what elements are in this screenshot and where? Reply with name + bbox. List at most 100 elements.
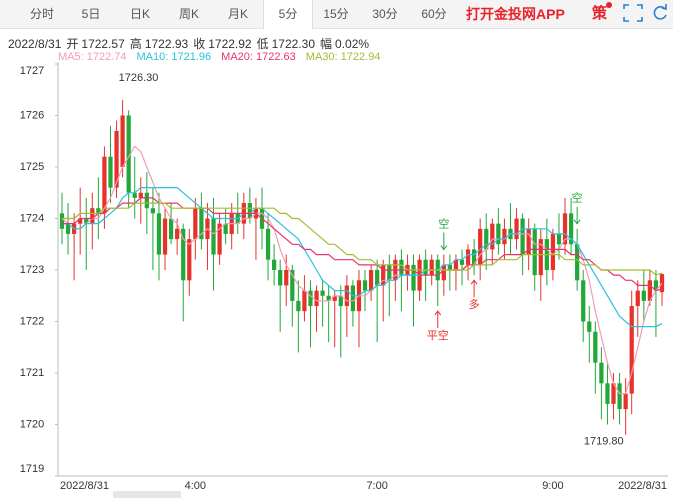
candle-body xyxy=(150,208,156,214)
candle-body xyxy=(278,270,283,286)
candle-body xyxy=(629,306,634,394)
x-tick-label: 2022/8/31 xyxy=(60,480,109,492)
candle-body xyxy=(193,208,198,240)
period-tab[interactable]: 15分 xyxy=(323,7,349,21)
candle-body xyxy=(108,156,113,188)
candle-body xyxy=(217,223,222,255)
legend-entry: MA301722.94 xyxy=(306,51,381,63)
candle-body xyxy=(453,259,459,270)
ma-line xyxy=(62,187,663,328)
candle-body xyxy=(126,115,131,193)
candle-body xyxy=(144,192,149,209)
candle-body xyxy=(175,228,180,240)
candle-body xyxy=(593,331,598,363)
strategy-button[interactable]: 策 xyxy=(592,5,608,22)
quote-field-name: 收 xyxy=(193,37,206,51)
y-tick-label: 1723 xyxy=(20,264,44,276)
candle-body xyxy=(532,228,537,276)
candle-body xyxy=(447,264,452,270)
candle-body xyxy=(96,208,101,214)
candle-body xyxy=(568,213,574,245)
legend-entry: MA101721.96 xyxy=(137,51,212,63)
quote-field-value: 1722.30 xyxy=(271,37,316,51)
candle-body xyxy=(387,264,392,281)
candle-body xyxy=(465,249,471,265)
candle-body xyxy=(459,259,465,265)
period-tab[interactable]: 5日 xyxy=(81,7,101,21)
candle-body xyxy=(575,244,580,281)
candle-body xyxy=(399,259,404,276)
candle-body xyxy=(617,383,622,410)
legend-name: MA20 xyxy=(221,51,256,63)
candle-body xyxy=(302,290,307,312)
x-tick-label: 4:00 xyxy=(185,480,206,492)
x-tick-label: 9:00 xyxy=(542,480,563,492)
period-tab[interactable]: 日K xyxy=(129,7,150,21)
candle-body xyxy=(102,156,107,214)
candle-body xyxy=(526,228,531,255)
annotation-arrow xyxy=(440,232,448,251)
candle-body xyxy=(472,249,477,265)
legend-entry: MA201722.63 xyxy=(221,51,296,63)
candle-body xyxy=(381,264,386,286)
annotation-arrow xyxy=(434,310,442,329)
candle-body xyxy=(520,218,525,255)
low-label: 1719.80 xyxy=(584,436,624,448)
candle-body xyxy=(502,228,507,245)
scroll-bar[interactable] xyxy=(113,491,181,498)
candle-body xyxy=(659,274,665,293)
quote-field-value: 1722.57 xyxy=(81,37,125,51)
annotation-arrow xyxy=(470,279,478,298)
candle-body xyxy=(484,228,489,250)
candle-body xyxy=(114,130,119,188)
legend-entry: MA51722.74 xyxy=(58,51,127,63)
candle-body xyxy=(423,259,428,276)
candle-body xyxy=(411,264,416,291)
period-tab[interactable]: 分时 xyxy=(29,7,54,21)
candle-body xyxy=(623,393,628,410)
candle-body xyxy=(344,285,349,307)
ma-line xyxy=(61,145,663,395)
candle-body xyxy=(350,285,356,312)
candle-body xyxy=(490,223,495,250)
quote-field-name: 开 xyxy=(66,37,79,51)
candle-body xyxy=(562,213,568,245)
refresh-icon[interactable] xyxy=(653,4,667,20)
candle-body xyxy=(332,295,337,301)
legend-value: 1722.94 xyxy=(340,51,381,63)
app-link[interactable]: 打开金投网APP xyxy=(466,6,565,22)
candle-body xyxy=(641,290,646,301)
candle-body xyxy=(556,233,562,245)
annotation-text: 多 xyxy=(469,297,480,311)
period-tabs: 分时 5日 日K 周K 月K 5分 15分 30分 60分 xyxy=(0,0,673,29)
candle-body xyxy=(368,270,374,291)
candle-body xyxy=(59,213,65,229)
candle-body xyxy=(187,239,192,281)
candle-body xyxy=(168,218,174,240)
candle-body xyxy=(78,218,83,224)
y-tick-label: 1721 xyxy=(20,367,44,379)
legend-name: MA5 xyxy=(58,51,87,63)
candle-body xyxy=(132,192,137,198)
candle-body xyxy=(538,239,543,276)
candle-body xyxy=(211,218,216,255)
ma-legend: MA51722.74 MA101721.96 MA201722.63 MA301722… xyxy=(58,51,390,63)
fullscreen-icon[interactable] xyxy=(623,4,643,22)
quote-date: 2022/8/31 xyxy=(8,37,62,51)
candle-body xyxy=(587,321,592,332)
candle-body xyxy=(308,290,313,307)
y-tick-label: 1726 xyxy=(20,109,44,121)
period-tab[interactable]: 月K xyxy=(227,7,248,21)
period-tab[interactable]: 30分 xyxy=(372,7,398,21)
candle-body xyxy=(496,223,501,245)
period-tab[interactable]: 60分 xyxy=(421,7,447,21)
y-tick-label: 1724 xyxy=(20,212,44,224)
y-tick-label: 1725 xyxy=(20,161,44,173)
period-tab[interactable]: 周K xyxy=(178,7,199,21)
legend-value: 1721.96 xyxy=(171,51,212,63)
period-tab[interactable]: 5分 xyxy=(263,0,313,29)
candle-body xyxy=(338,295,343,307)
candle-body xyxy=(162,218,168,255)
annotation-text: 空 xyxy=(572,191,583,205)
quote-field-value: 1722.93 xyxy=(144,37,189,51)
